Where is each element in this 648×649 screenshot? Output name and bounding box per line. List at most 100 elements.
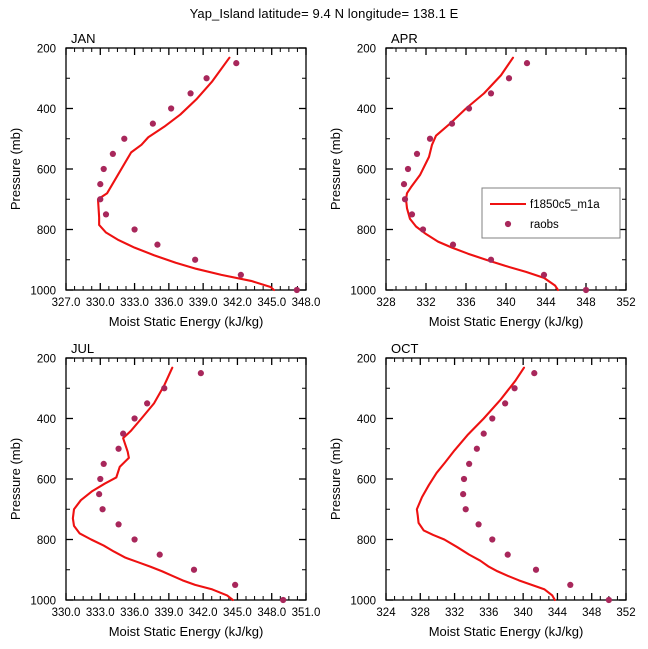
series-marker-raobs (605, 596, 612, 604)
x-tick-label: 332 (445, 607, 464, 619)
x-tick-label: 336 (479, 607, 498, 619)
series-marker-raobs (413, 150, 421, 157)
series-marker-raobs (408, 211, 416, 218)
series-marker-raobs (120, 430, 127, 437)
y-axis-title: Pressure (mb) (328, 438, 343, 520)
x-tick-label: 348 (576, 297, 595, 309)
panel-jan: 327.0 330.0 333.0 336.0 339.0 342.0 345.0 348.0… (0, 26, 320, 339)
series-marker-raobs (233, 60, 240, 67)
chart-apr: 328 332 336 340 344 348 352 200 400 600 800 1000 APR… (328, 31, 636, 329)
x-axis-title: Moist Static Energy (kJ/kg) (109, 624, 264, 639)
x-tick-label: 345.0 (257, 297, 286, 309)
x-tick-label: 348.0 (292, 297, 320, 309)
series-marker-raobs (462, 506, 469, 513)
series-marker-raobs (156, 551, 163, 558)
series-marker-raobs (502, 400, 509, 407)
series-marker-raobs (187, 90, 194, 97)
legend-box (481, 187, 621, 239)
y-tick-label: 400 (357, 104, 376, 116)
series-marker-raobs (401, 196, 409, 203)
x-tick-label: 345.0 (223, 607, 252, 619)
y-tick-label: 1000 (350, 596, 376, 608)
series-line-f1850c5_m1a (415, 366, 556, 602)
chart-jan: 327.0 330.0 333.0 336.0 339.0 342.0 345.0 348.0… (8, 31, 320, 329)
x-tick-label: 342.0 (223, 297, 252, 309)
y-tick-label: 200 (37, 44, 56, 56)
y-tick-label: 1000 (30, 596, 56, 608)
y-axis-title: Pressure (mb) (8, 438, 23, 520)
y-tick-label: 800 (37, 535, 56, 547)
y-tick-label: 400 (37, 104, 56, 116)
series-marker-raobs (523, 60, 531, 67)
figure-title: Yap_Island latitude= 9.4 N longitude= 13… (189, 6, 459, 21)
panel-jul: 330.0 333.0 336.0 339.0 342.0 345.0 348.0 351.0… (0, 336, 320, 649)
series-marker-raobs (531, 370, 538, 377)
x-tick-label: 344 (548, 607, 568, 619)
panel-month-label: OCT (391, 341, 419, 356)
x-tick-label: 324 (376, 607, 396, 619)
x-tick-label: 344 (536, 297, 556, 309)
series-marker-raobs (102, 211, 110, 218)
series-marker-raobs (480, 430, 487, 437)
series-marker-raobs (475, 521, 482, 528)
x-tick-label: 352 (616, 297, 635, 309)
x-tick-label: 336.0 (154, 297, 183, 309)
y-tick-label: 400 (37, 414, 56, 426)
x-tick-label: 348 (582, 607, 601, 619)
series-marker-raobs (511, 385, 518, 392)
series-marker-raobs (192, 256, 199, 263)
y-tick-label: 800 (357, 535, 376, 547)
series-marker-raobs (293, 286, 300, 294)
panel-oct: 324 328 332 336 340 344 348 352 200 400 600 800 1000… (320, 336, 640, 649)
x-tick-label: 351.0 (292, 607, 320, 619)
series-marker-raobs (97, 196, 104, 203)
series-marker-raobs (504, 551, 511, 558)
series-marker-raobs (100, 165, 107, 173)
y-tick-label: 200 (37, 354, 56, 366)
series-line-f1850c5_m1a (404, 56, 560, 292)
y-tick-label: 600 (37, 165, 56, 177)
x-tick-label: 328 (376, 297, 395, 309)
series-marker-raobs (237, 271, 244, 278)
series-marker-raobs (190, 566, 198, 573)
series-marker-raobs (161, 385, 168, 392)
series-marker-raobs (115, 445, 122, 452)
series-marker-raobs (100, 460, 107, 467)
panel-month-label: JUL (71, 341, 94, 356)
series-line-f1850c5_m1a (71, 366, 234, 602)
series-marker-raobs (400, 181, 408, 188)
series-marker-raobs (448, 120, 456, 127)
y-tick-label: 400 (357, 414, 376, 426)
x-tick-label: 336 (456, 297, 475, 309)
y-tick-label: 600 (37, 475, 56, 487)
x-tick-label: 330.0 (52, 607, 81, 619)
y-tick-label: 200 (357, 44, 376, 56)
series-marker-raobs (97, 475, 104, 483)
legend-label-obs: raobs (530, 219, 559, 231)
series-marker-raobs (465, 105, 473, 112)
series-marker-raobs (144, 400, 151, 407)
y-tick-label: 800 (357, 225, 376, 237)
y-tick-label: 1000 (350, 286, 376, 298)
series-marker-raobs (460, 475, 468, 483)
series-marker-raobs (532, 566, 540, 573)
series-marker-raobs (404, 165, 412, 173)
series-marker-raobs (489, 415, 496, 422)
series-marker-raobs (115, 521, 122, 528)
x-tick-label: 333.0 (86, 607, 115, 619)
series-marker-raobs (460, 491, 467, 498)
x-tick-label: 327.0 (52, 297, 81, 309)
series-marker-raobs (232, 581, 239, 588)
series-marker-raobs (131, 536, 138, 543)
series-marker-raobs (154, 241, 161, 248)
x-tick-label: 339.0 (154, 607, 183, 619)
series-marker-raobs (473, 445, 480, 452)
x-tick-label: 339.0 (189, 297, 218, 309)
x-tick-label: 348.0 (257, 607, 286, 619)
panel-month-label: JAN (71, 31, 96, 46)
series-marker-raobs (567, 581, 574, 588)
y-tick-label: 200 (357, 354, 376, 366)
x-axis-title: Moist Static Energy (kJ/kg) (429, 624, 584, 639)
panel-month-label: APR (391, 31, 418, 46)
x-tick-label: 330.0 (86, 297, 115, 309)
